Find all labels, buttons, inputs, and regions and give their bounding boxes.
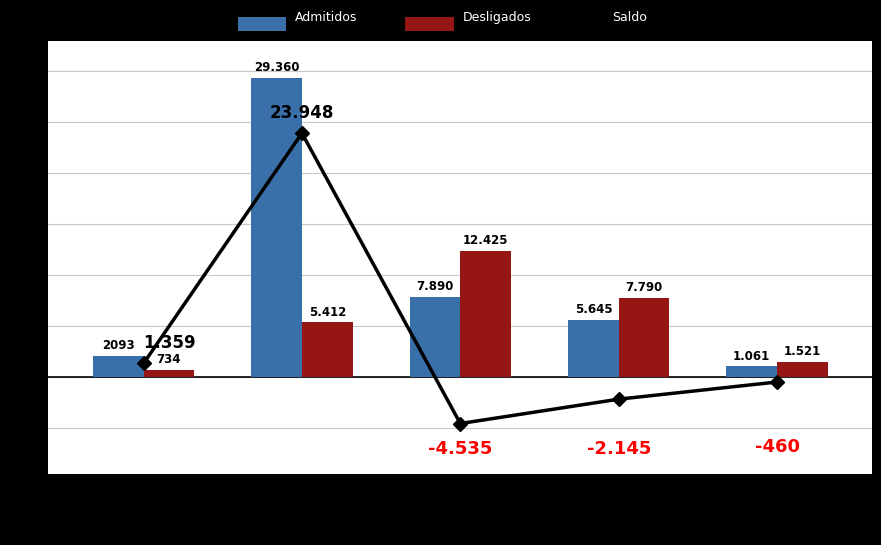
Text: 1.359: 1.359 bbox=[144, 334, 196, 352]
Text: -4.535: -4.535 bbox=[428, 440, 492, 458]
Bar bbox=[568, 320, 618, 377]
Bar bbox=[727, 366, 777, 377]
Bar bbox=[144, 370, 194, 377]
Bar bbox=[461, 251, 511, 377]
Text: 734: 734 bbox=[157, 353, 181, 366]
Text: 7.890: 7.890 bbox=[417, 280, 454, 293]
Bar bbox=[93, 356, 144, 377]
Text: 1.061: 1.061 bbox=[733, 350, 770, 363]
Text: Admitidos: Admitidos bbox=[295, 11, 358, 24]
Text: Desligados: Desligados bbox=[463, 11, 531, 24]
Bar bbox=[777, 362, 828, 377]
Text: 2093: 2093 bbox=[102, 340, 135, 353]
Text: 7.790: 7.790 bbox=[626, 281, 663, 294]
Text: -460: -460 bbox=[755, 438, 800, 456]
Text: 1.521: 1.521 bbox=[784, 345, 821, 358]
Bar bbox=[618, 298, 670, 377]
Bar bbox=[251, 78, 302, 377]
Text: 12.425: 12.425 bbox=[463, 234, 508, 247]
Bar bbox=[302, 322, 352, 377]
Text: 5.645: 5.645 bbox=[574, 303, 612, 316]
Bar bbox=[410, 297, 461, 377]
Text: -2.145: -2.145 bbox=[587, 440, 651, 458]
Text: Saldo: Saldo bbox=[612, 11, 648, 24]
Text: 23.948: 23.948 bbox=[270, 104, 334, 122]
Text: 29.360: 29.360 bbox=[254, 62, 300, 75]
Text: 5.412: 5.412 bbox=[308, 306, 346, 319]
